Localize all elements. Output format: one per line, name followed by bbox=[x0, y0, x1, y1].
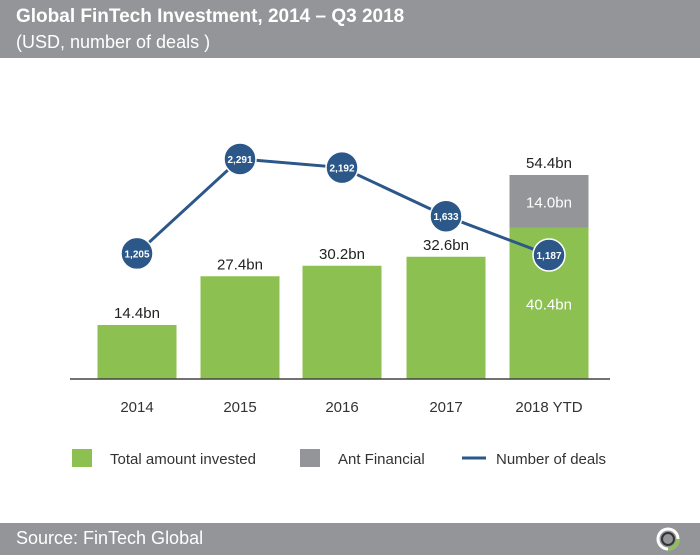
source-text: Source: FinTech Global bbox=[16, 528, 204, 548]
legend-swatch bbox=[300, 449, 320, 467]
header: Global FinTech Investment, 2014 – Q3 201… bbox=[0, 0, 700, 58]
x-tick-label: 2017 bbox=[429, 399, 462, 416]
bar-ant-financial bbox=[509, 175, 589, 228]
bar-label: 14.0bn bbox=[526, 194, 572, 211]
deals-marker bbox=[532, 238, 566, 272]
deals-label: 1,187 bbox=[536, 251, 561, 262]
total-label: 54.4bn bbox=[526, 155, 572, 172]
x-tick-label: 2018 YTD bbox=[515, 399, 582, 416]
chart-title: Global FinTech Investment, 2014 – Q3 201… bbox=[16, 6, 405, 27]
x-tick-label: 2015 bbox=[223, 399, 256, 416]
x-tick-label: 2014 bbox=[120, 399, 153, 416]
bar-label: 30.2bn bbox=[319, 246, 365, 263]
bar-total-invested bbox=[97, 325, 177, 379]
bar-label: 40.4bn bbox=[526, 296, 572, 313]
bar-total-invested bbox=[302, 265, 382, 379]
legend-label: Number of deals bbox=[496, 451, 606, 468]
bar-label: 14.4bn bbox=[114, 305, 160, 322]
deals-label: 1,205 bbox=[124, 249, 149, 260]
bar-total-invested bbox=[406, 256, 486, 379]
deals-label: 2,192 bbox=[329, 164, 354, 175]
footer: Source: FinTech Global bbox=[0, 523, 700, 555]
chart-subtitle: (USD, number of deals ) bbox=[16, 32, 211, 52]
deals-marker bbox=[223, 142, 257, 176]
bar-label: 32.6bn bbox=[423, 237, 469, 254]
fintech-global-logo-icon bbox=[656, 527, 680, 551]
legend-label: Total amount invested bbox=[110, 451, 256, 468]
deals-marker bbox=[325, 150, 359, 185]
deals-marker bbox=[429, 199, 463, 233]
deals-label: 1,633 bbox=[433, 212, 458, 223]
legend-swatch bbox=[72, 449, 92, 467]
bar-total-invested bbox=[200, 276, 280, 379]
x-tick-label: 2016 bbox=[325, 399, 358, 416]
bar-label: 27.4bn bbox=[217, 256, 263, 273]
legend-label: Ant Financial bbox=[338, 451, 425, 468]
deals-label: 2,291 bbox=[227, 155, 252, 166]
deals-marker bbox=[120, 236, 154, 271]
